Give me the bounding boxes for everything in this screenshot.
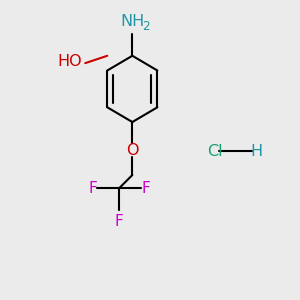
Text: O: O [126,143,139,158]
Text: F: F [88,181,97,196]
Text: 2: 2 [142,20,149,33]
Text: H: H [250,144,262,159]
Text: NH: NH [120,14,145,29]
Text: F: F [141,181,150,196]
Text: F: F [115,214,124,229]
Text: HO: HO [58,54,82,69]
Text: Cl: Cl [207,144,223,159]
